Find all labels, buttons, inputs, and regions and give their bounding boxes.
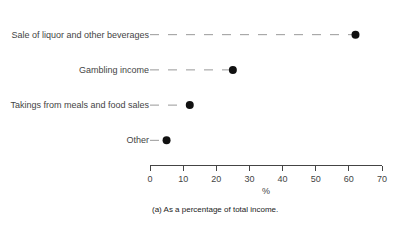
svg-text:70: 70 (377, 174, 387, 184)
svg-text:Takings from meals and food sa: Takings from meals and food sales (10, 100, 149, 110)
svg-text:60: 60 (344, 174, 354, 184)
svg-text:Gambling income: Gambling income (79, 65, 149, 75)
svg-text:50: 50 (311, 174, 321, 184)
svg-text:30: 30 (244, 174, 254, 184)
svg-text:10: 10 (178, 174, 188, 184)
svg-text:(a) As a percentage of total i: (a) As a percentage of total income. (152, 205, 278, 214)
svg-text:0: 0 (147, 174, 152, 184)
svg-text:Other: Other (126, 135, 149, 145)
svg-text:40: 40 (278, 174, 288, 184)
svg-text:%: % (262, 186, 270, 196)
svg-text:Sale of liquor and other bever: Sale of liquor and other beverages (11, 30, 149, 40)
svg-text:20: 20 (211, 174, 221, 184)
